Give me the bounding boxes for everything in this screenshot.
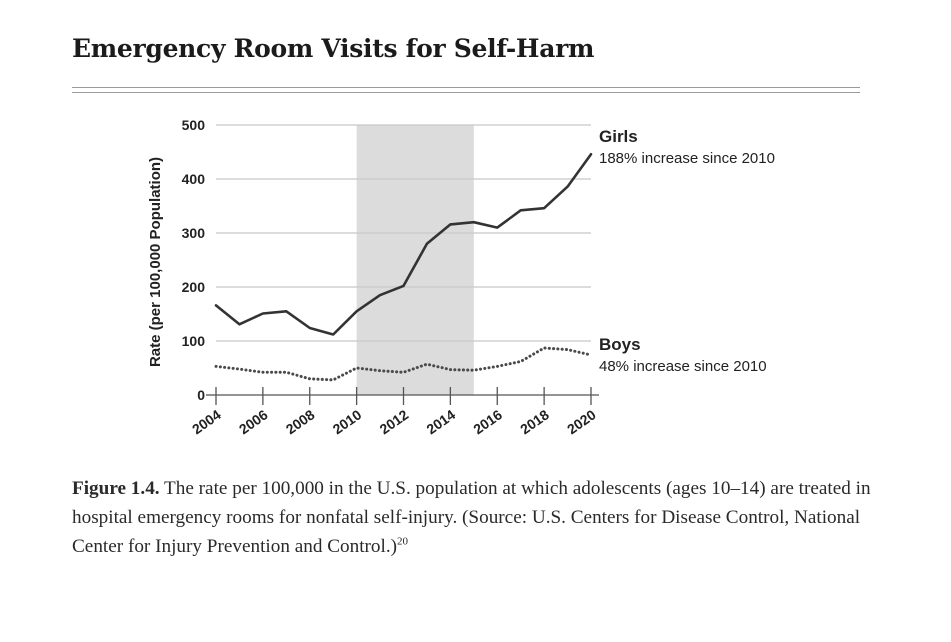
y-tick-0: 0 (197, 387, 205, 403)
x-tick-2006: 2006 (236, 406, 271, 437)
figure-caption-label: Figure 1.4. (72, 478, 160, 499)
emergency-visits-chart: 0 100 200 300 400 500 2004 2006 2008 2010 2012 201… (147, 117, 775, 437)
x-tick-2012: 2012 (377, 406, 412, 437)
girls-series-label: Girls (599, 127, 638, 146)
axes (206, 387, 599, 405)
title-divider-top (72, 87, 860, 88)
girls-series-line (214, 152, 593, 336)
x-tick-labels: 2004 2006 2008 2010 2012 2014 2016 2018 2020 (189, 406, 599, 437)
x-tick-2010: 2010 (330, 406, 365, 437)
x-tick-2020: 2020 (564, 406, 599, 437)
x-tick-2018: 2018 (517, 406, 552, 437)
y-tick-labels: 0 100 200 300 400 500 (182, 117, 206, 403)
y-tick-400: 400 (182, 171, 206, 187)
boys-increase-annotation: 48% increase since 2010 (599, 358, 767, 375)
figure-caption: Figure 1.4. The rate per 100,000 in the … (72, 474, 872, 561)
series-labels: Girls 188% increase since 2010 Boys 48% … (599, 127, 775, 375)
x-tick-2016: 2016 (470, 406, 505, 437)
girls-increase-annotation: 188% increase since 2010 (599, 150, 775, 167)
page-title: Emergency Room Visits for Self-Harm (72, 34, 595, 63)
boys-series-label: Boys (599, 335, 641, 354)
x-tick-2004: 2004 (189, 406, 224, 437)
y-tick-200: 200 (182, 279, 206, 295)
shaded-period-2010-2015 (356, 125, 474, 395)
data-series (214, 152, 593, 382)
x-tick-2014: 2014 (423, 406, 458, 437)
y-tick-100: 100 (182, 333, 206, 349)
y-tick-300: 300 (182, 225, 206, 241)
x-tick-2008: 2008 (283, 406, 318, 437)
y-tick-500: 500 (182, 117, 206, 133)
title-divider-bottom (72, 92, 860, 93)
footnote-marker: 20 (397, 535, 409, 548)
y-axis-label: Rate (per 100,000 Population) (147, 157, 164, 367)
figure-caption-text: The rate per 100,000 in the U.S. populat… (72, 478, 871, 557)
